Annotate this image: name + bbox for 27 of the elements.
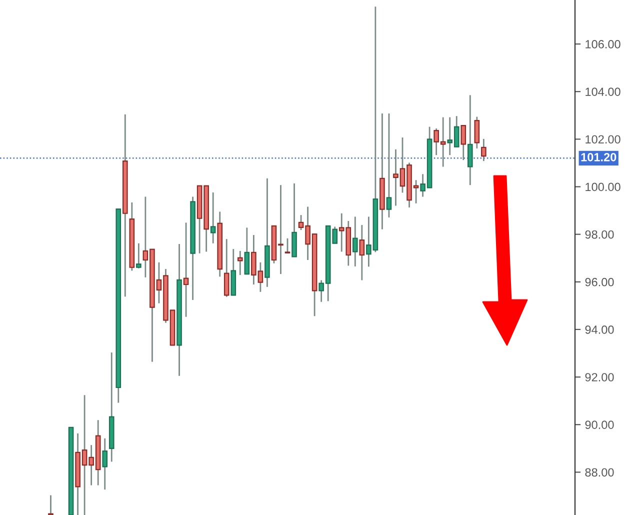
candlestick <box>244 226 250 275</box>
candlestick <box>474 116 480 150</box>
candlestick <box>183 222 189 318</box>
candlestick <box>224 238 230 298</box>
y-tick-label: 90.00 <box>585 420 614 429</box>
candlestick <box>210 192 216 244</box>
candlestick <box>359 224 365 281</box>
candlestick <box>386 112 392 218</box>
candlestick <box>284 238 290 254</box>
candlestick <box>467 94 473 186</box>
y-tick-label: 102.00 <box>586 135 620 144</box>
y-tick-label: 92.00 <box>585 373 614 382</box>
y-tick-label: 98.00 <box>585 230 614 239</box>
y-tick-label: 88.00 <box>585 468 614 477</box>
candlestick <box>48 494 54 515</box>
y-tick-label: 106.00 <box>586 40 620 48</box>
candlestick <box>136 242 142 270</box>
y-tick-label: 96.00 <box>585 278 614 286</box>
candlestick <box>460 124 466 161</box>
y-tick-label: 100.00 <box>586 182 620 192</box>
y-tick-label: 104.00 <box>586 88 620 96</box>
candlestick <box>352 216 358 268</box>
candlestick <box>237 250 243 276</box>
candlestick <box>481 138 486 162</box>
candlestick <box>102 438 108 490</box>
ref-line-label: 101.20 <box>581 152 616 162</box>
y-tick-label: 94.00 <box>585 325 614 334</box>
